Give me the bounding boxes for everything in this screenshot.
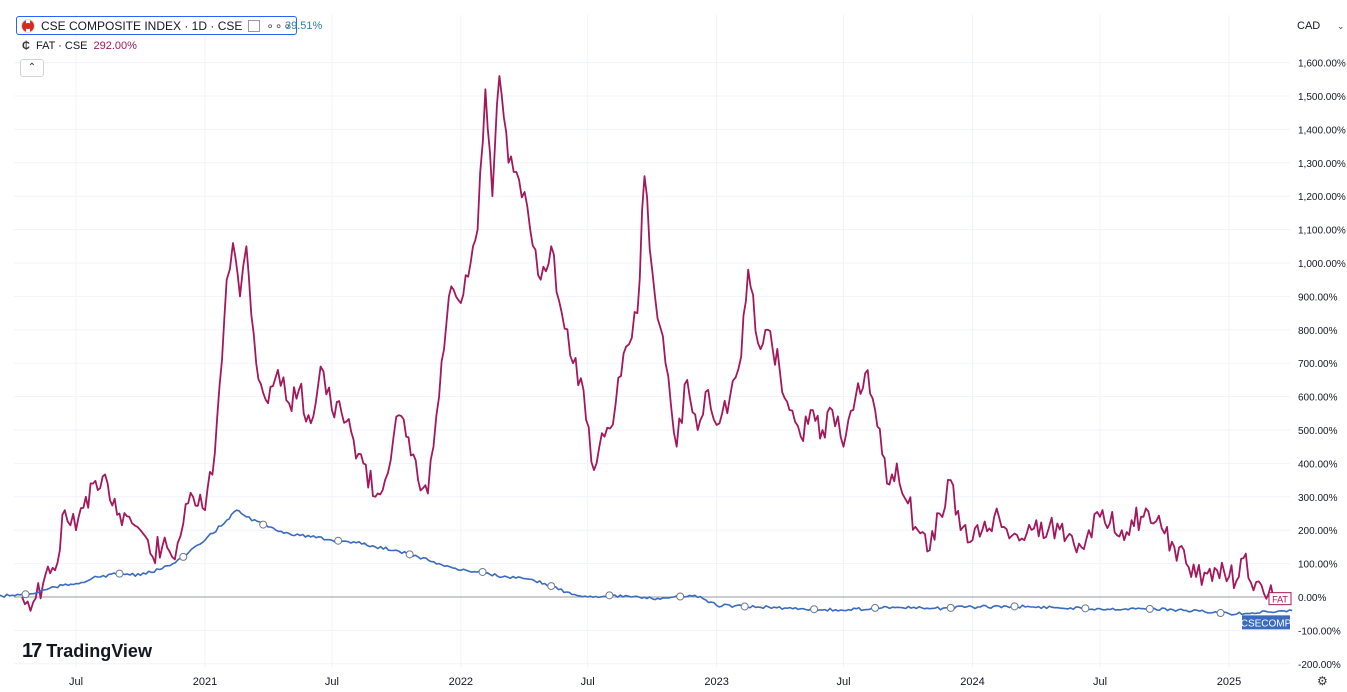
x-tick-label: Jul xyxy=(581,676,595,688)
x-tick-label: Jul xyxy=(69,676,83,688)
x-tick-label: 2024 xyxy=(960,676,984,688)
event-marker xyxy=(1216,609,1225,618)
canada-flag-icon xyxy=(21,18,35,33)
series-line-fat xyxy=(21,75,1285,612)
y-tick-label: 200.00% xyxy=(1298,526,1338,537)
y-tick-label: 1,600.00% xyxy=(1298,59,1346,70)
event-marker xyxy=(810,605,819,614)
y-tick-label: 1,100.00% xyxy=(1298,226,1346,237)
x-tick-label: 2022 xyxy=(449,676,473,688)
series-line-csecomp xyxy=(0,509,1293,616)
event-marker xyxy=(21,590,30,599)
y-tick-label: 100.00% xyxy=(1298,560,1338,571)
event-marker xyxy=(605,591,614,600)
event-marker xyxy=(1145,604,1154,613)
event-marker xyxy=(259,520,268,529)
event-marker xyxy=(946,603,955,612)
event-marker xyxy=(179,552,188,561)
comp-end-label-box xyxy=(1242,615,1290,630)
fat-change: 292.00% xyxy=(93,40,137,52)
y-tick-label: 1,400.00% xyxy=(1298,125,1346,136)
event-marker xyxy=(740,602,749,611)
y-tick-label: 500.00% xyxy=(1298,426,1338,437)
event-marker xyxy=(405,550,414,559)
event-marker xyxy=(1010,602,1019,611)
comp-end-label: CSECOMP xyxy=(1241,618,1292,629)
x-tick-label: 2021 xyxy=(193,676,217,688)
y-tick-label: -100.00% xyxy=(1298,626,1341,637)
chevron-down-icon[interactable]: ⌄ xyxy=(1337,21,1345,31)
y-tick-label: -200.00% xyxy=(1298,660,1341,671)
tradingview-logo[interactable]: 17 TradingView xyxy=(22,640,152,663)
event-marker xyxy=(547,582,556,591)
y-tick-label: 0.00% xyxy=(1298,593,1326,604)
fat-logo-icon: ₵ xyxy=(22,40,30,52)
y-tick-label: 700.00% xyxy=(1298,359,1338,370)
y-tick-label: 900.00% xyxy=(1298,292,1338,303)
y-tick-label: 1,000.00% xyxy=(1298,259,1346,270)
y-tick-label: 1,300.00% xyxy=(1298,159,1346,170)
collapse-legend-button[interactable]: ⌃ xyxy=(20,59,44,77)
brand-name: TradingView xyxy=(46,641,152,661)
event-marker xyxy=(115,569,124,578)
event-marker xyxy=(1081,604,1090,613)
fat-end-label: FAT xyxy=(1272,595,1288,605)
y-tick-label: 1,500.00% xyxy=(1298,92,1346,103)
y-tick-label: 300.00% xyxy=(1298,493,1338,504)
event-marker xyxy=(871,603,880,612)
settings-icon[interactable]: ⚙ xyxy=(1317,674,1328,688)
x-tick-label: Jul xyxy=(325,676,339,688)
flag-marker-icon[interactable] xyxy=(248,19,261,32)
tradingview-mark-icon: 17 xyxy=(22,640,42,662)
x-tick-label: Jul xyxy=(836,676,850,688)
comp-change: 39.51% xyxy=(285,20,323,32)
currency-select[interactable]: CAD xyxy=(1297,20,1321,32)
symbol-legend-fat[interactable]: ₵ FAT · CSE 292.00% xyxy=(22,40,137,52)
event-marker xyxy=(478,567,487,576)
symbol-legend-comp[interactable]: CSE COMPOSITE INDEX · 1D · CSE ∘∘∘ xyxy=(16,16,297,35)
x-tick-label: 2023 xyxy=(704,676,728,688)
x-tick-label: Jul xyxy=(1093,676,1107,688)
fat-title: FAT · CSE xyxy=(35,40,88,52)
comp-title: CSE COMPOSITE INDEX · 1D · CSE xyxy=(41,18,243,33)
y-tick-label: 400.00% xyxy=(1298,459,1338,470)
y-tick-label: 800.00% xyxy=(1298,326,1338,337)
chevron-up-icon: ⌃ xyxy=(27,62,37,73)
more-options-icon[interactable]: ∘∘∘ xyxy=(266,18,292,33)
fat-end-label-box xyxy=(1268,592,1292,606)
x-tick-label: 2025 xyxy=(1217,676,1241,688)
event-marker xyxy=(334,536,343,545)
event-marker xyxy=(676,592,685,601)
y-tick-label: 600.00% xyxy=(1298,393,1338,404)
y-tick-label: 1,200.00% xyxy=(1298,192,1346,203)
